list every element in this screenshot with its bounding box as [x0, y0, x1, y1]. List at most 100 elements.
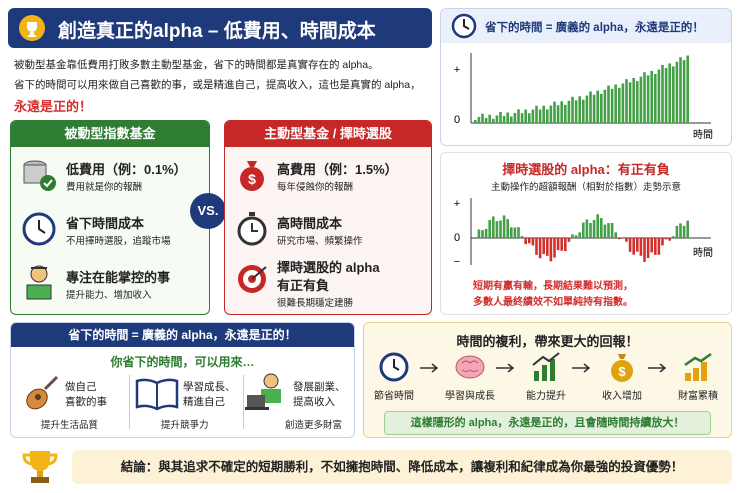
item-title: 高費用（例：1.5%） [277, 162, 398, 177]
note: 多數人最終績效不如單純持有指數。 [473, 297, 633, 308]
bar-decoration [488, 114, 491, 123]
bar-decoration [564, 238, 567, 252]
panel-title: 主動型基金 / 擇時選股 [225, 121, 431, 147]
bar-decoration [574, 235, 578, 238]
use-text: 做自己 [65, 381, 97, 393]
bar-decoration [650, 70, 653, 123]
bar-decoration [661, 64, 664, 123]
vs-badge: VS. [190, 193, 226, 229]
svg-text:$: $ [618, 364, 626, 379]
step-icon [532, 352, 560, 381]
time-uses-panel: 省下的時間 = 廣義的 alpha，永遠是正的！ 你省下的時間，可以用來… 做自… [10, 322, 355, 438]
bar-decoration [484, 117, 488, 123]
bar-decoration [625, 238, 628, 242]
item-desc: 費用就是你的報酬 [66, 182, 143, 193]
bar-decoration [531, 238, 535, 246]
bar-decoration [675, 61, 679, 123]
bar-decoration [592, 220, 596, 238]
bar-decoration [560, 101, 563, 123]
clock-icon [22, 212, 56, 246]
bar-decoration [632, 77, 635, 123]
bar-decoration [556, 105, 560, 123]
bar-decoration [571, 234, 574, 238]
bar-decoration [513, 112, 517, 123]
steps: 節省時間 學習與成長 能力提升 $ 收入增加 財富累積 [364, 349, 730, 405]
bar-decoration [528, 113, 531, 123]
bar-decoration [618, 238, 621, 240]
item-desc: 提升能力、增加收入 [66, 290, 152, 301]
bar-decoration [546, 238, 549, 256]
bar-decoration [614, 84, 617, 123]
stopwatch-icon [237, 212, 267, 246]
svg-text:$: $ [248, 171, 256, 187]
alpha-chart-panel: 擇時選股的 alpha：有正有負 主動操作的超額報酬（相對於指數）走勢示意 + … [440, 152, 732, 315]
bar-decoration [682, 60, 686, 123]
bar-decoration [646, 238, 650, 259]
bar-decoration [614, 232, 617, 238]
bar-decoration [668, 238, 671, 241]
title: 創造真正的alpha – 低費用、時間成本 [58, 21, 376, 42]
panel-title: 被動型指數基金 [11, 121, 209, 147]
bar-decoration [636, 81, 639, 123]
bar-decoration [664, 67, 668, 123]
bar-decoration [643, 238, 646, 262]
step-icon [684, 352, 712, 381]
banner: 這樣隱形的 alpha，永遠是正的，且會隨時間持續放大！ [384, 411, 711, 435]
bar-decoration [661, 238, 664, 246]
use-caption: 創造更多財富 [285, 420, 343, 431]
arrow [572, 363, 591, 373]
clock-icon [451, 13, 477, 39]
bar-decoration [495, 221, 499, 238]
intro-text: 被動型基金靠低費用打敗多數主動型基金，省下的時間都是真實存在的 alpha。 [14, 59, 379, 71]
bar-decoration [481, 230, 484, 238]
time-chart-panel: 省下的時間 = 廣義的 alpha，永遠是正的！ + 0 時間 [440, 8, 732, 146]
bar-decoration [664, 238, 668, 240]
bar-decoration [639, 76, 643, 123]
bar-decoration [607, 223, 610, 238]
book-icon [135, 378, 179, 411]
bar-decoration [553, 238, 556, 258]
bar-decoration [488, 219, 491, 238]
bar-decoration [600, 93, 603, 123]
active-panel: 主動型基金 / 擇時選股 $ 高費用（例：1.5%） 每年侵蝕你的報酬 高時間成… [224, 120, 432, 315]
bar-decoration [574, 100, 578, 123]
trophy-icon [19, 15, 45, 41]
bar-decoration [621, 83, 625, 123]
reader-icon [26, 265, 52, 300]
item-title: 省下時間成本 [66, 216, 145, 231]
bar-decoration [610, 88, 614, 123]
bar-decoration [517, 227, 520, 238]
guitar-icon [26, 375, 59, 410]
bar-decoration [524, 109, 527, 123]
passive-panel: 被動型指數基金 低費用（例：0.1%） 費用就是你的報酬 省下時間成本 不用擇時… [10, 120, 210, 315]
bar-decoration [686, 220, 689, 238]
panel-subtitle: 主動操作的超額報酬（相對於指數）走勢示意 [490, 182, 681, 193]
bar-decoration [477, 116, 481, 123]
bar-decoration [502, 215, 506, 238]
bar-decoration [585, 95, 589, 123]
money-bag-icon: $ [240, 161, 264, 191]
step-icon [379, 352, 409, 382]
item-subtitle: 有正有負 [277, 278, 330, 293]
bar-decoration [596, 90, 599, 123]
bar-decoration [600, 218, 603, 238]
item-title: 高時間成本 [277, 216, 343, 231]
step-label: 財富累積 [678, 391, 718, 402]
bar-decoration [560, 238, 563, 251]
bar-decoration [603, 89, 607, 123]
bar-decoration [499, 220, 502, 238]
item-desc: 每年侵蝕你的報酬 [277, 182, 354, 193]
bar-decoration [589, 91, 592, 123]
step-label: 收入增加 [602, 391, 642, 402]
axis-label: + [454, 198, 460, 210]
bar-decoration [646, 75, 650, 123]
bar-decoration [492, 118, 495, 123]
bar-decoration [538, 109, 542, 123]
panel-title: 時間的複利，帶來更大的回報！ [456, 334, 639, 349]
panel-header [441, 9, 731, 43]
bar-decoration [672, 66, 675, 123]
bar-decoration [502, 116, 506, 123]
bar-decoration [481, 113, 484, 123]
bar-decoration [654, 73, 657, 123]
